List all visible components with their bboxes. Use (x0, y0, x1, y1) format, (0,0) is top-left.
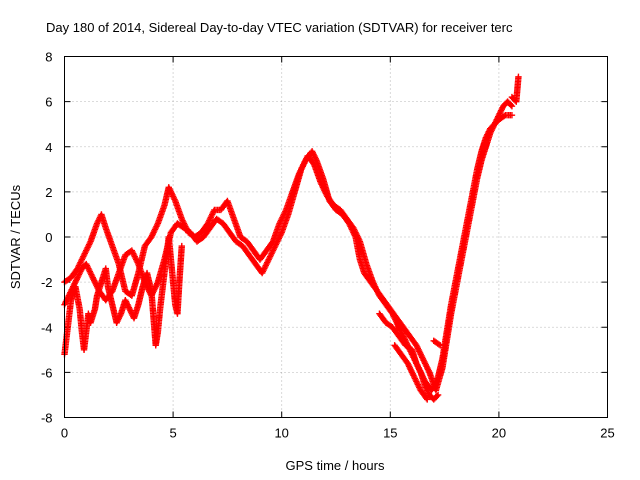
data-point (508, 111, 516, 119)
data-points (61, 73, 522, 403)
data-point (435, 341, 443, 348)
chart-title: Day 180 of 2014, Sidereal Day-to-day VTE… (46, 20, 513, 35)
y-tick-label: 0 (45, 230, 52, 245)
y-tick-label: 6 (45, 95, 52, 110)
y-tick-label: -2 (41, 275, 53, 290)
data-point (423, 394, 430, 402)
x-tick-label: 5 (169, 426, 176, 441)
x-tick-label: 10 (274, 426, 288, 441)
data-point (434, 391, 442, 399)
data-point (178, 242, 185, 250)
data-point (500, 112, 508, 120)
plot-frame (64, 56, 608, 418)
data-point (508, 102, 516, 110)
y-tick-label: -6 (41, 365, 53, 380)
data-point (433, 392, 441, 400)
x-tick-label: 20 (492, 426, 506, 441)
y-axis-label: SDTVAR / TECUs (8, 184, 23, 289)
y-tick-label: 8 (45, 50, 52, 65)
data-point (515, 73, 522, 81)
y-tick-label: -8 (41, 411, 53, 426)
x-tick-labels: 0 5 10 15 20 25 (61, 426, 615, 441)
y-tick-label: -4 (41, 320, 53, 335)
y-tick-label: 4 (45, 140, 52, 155)
data-point (437, 342, 444, 349)
data-point (424, 396, 431, 403)
y-tick-label: 2 (45, 185, 52, 200)
y-tick-labels: -8 -6 -4 -2 0 2 4 6 8 (41, 50, 53, 426)
data-point (507, 101, 515, 109)
x-tick-label: 0 (61, 426, 68, 441)
grid (64, 56, 608, 418)
x-tick-label: 25 (600, 426, 614, 441)
axis-ticks (64, 56, 608, 418)
x-axis-label: GPS time / hours (286, 458, 385, 473)
x-tick-label: 15 (383, 426, 397, 441)
